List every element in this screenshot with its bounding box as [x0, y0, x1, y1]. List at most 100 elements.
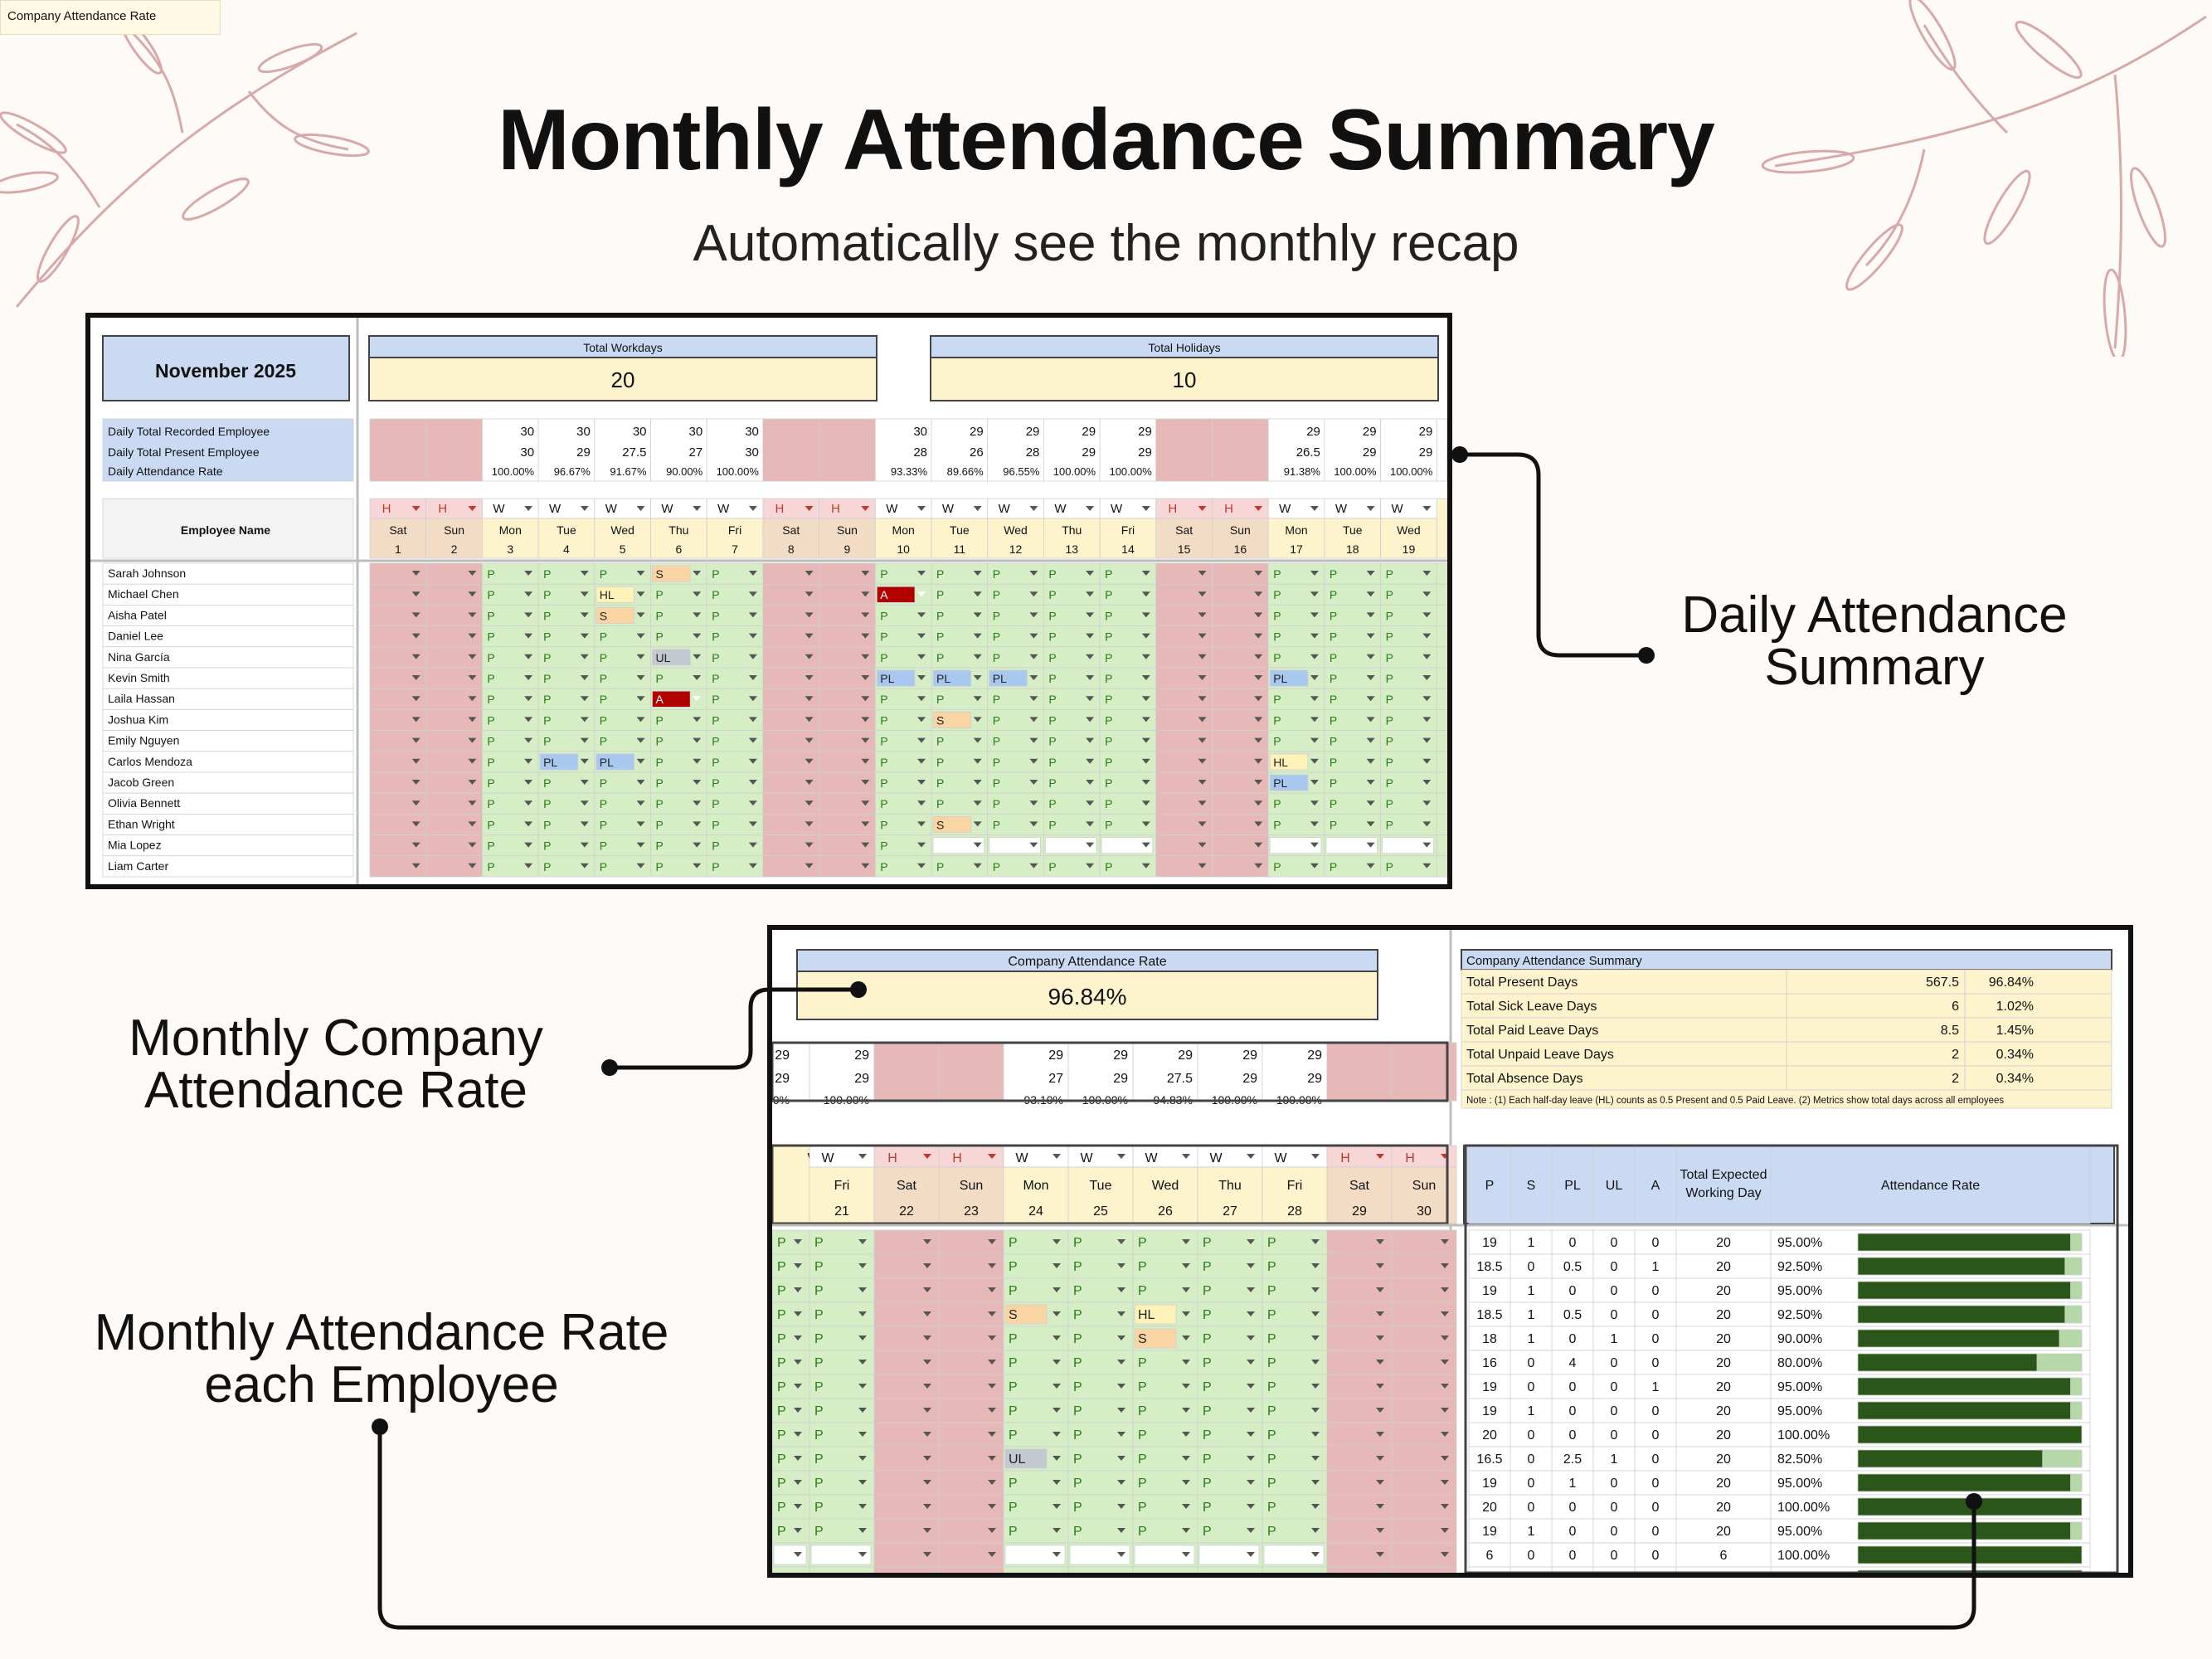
- attendance-status-chip[interactable]: [1269, 837, 1322, 854]
- attendance-cell-14-7[interactable]: [1197, 1566, 1263, 1573]
- attendance-cell-12-3[interactable]: [938, 1518, 1004, 1544]
- attendance-cell-3-0[interactable]: [772, 1301, 810, 1327]
- attendance-cell-11-3[interactable]: [938, 1494, 1004, 1520]
- attendance-cell-10-3[interactable]: [938, 1470, 1004, 1496]
- attendance-cell-3-10[interactable]: [1391, 1301, 1457, 1327]
- attendance-status-chip[interactable]: [989, 837, 1041, 854]
- attendance-cell-14-4[interactable]: [1003, 1566, 1069, 1573]
- attendance-cell-14-1[interactable]: [809, 1566, 875, 1573]
- attendance-cell-2-3[interactable]: [481, 604, 539, 626]
- attendance-cell-0-2[interactable]: [873, 1229, 940, 1255]
- attendance-cell-2-18[interactable]: [1324, 604, 1382, 626]
- attendance-status-chip[interactable]: [932, 711, 972, 728]
- attendance-cell-13-3[interactable]: [938, 1542, 1004, 1568]
- attendance-cell-0-10[interactable]: [1391, 1229, 1457, 1255]
- attendance-status-chip[interactable]: [1269, 774, 1309, 791]
- attendance-cell-8-2[interactable]: [425, 730, 483, 752]
- attendance-status-chip[interactable]: [1269, 753, 1309, 771]
- attendance-cell-4-0[interactable]: [772, 1326, 810, 1351]
- attendance-cell-14-9[interactable]: [1326, 1566, 1393, 1573]
- attendance-status-chip[interactable]: [1134, 1304, 1177, 1325]
- attendance-cell-6-0[interactable]: [772, 1374, 810, 1399]
- attendance-cell-8-10[interactable]: [1391, 1422, 1457, 1447]
- attendance-cell-14-6[interactable]: [1132, 1566, 1198, 1573]
- attendance-status-chip[interactable]: [932, 669, 972, 687]
- attendance-cell-8-9[interactable]: [1326, 1422, 1393, 1447]
- attendance-cell-13-9[interactable]: [1326, 1542, 1393, 1568]
- attendance-status-chip[interactable]: [773, 1545, 807, 1565]
- attendance-cell-12-14[interactable]: [1099, 814, 1157, 836]
- attendance-cell-14-10[interactable]: [1391, 1566, 1457, 1573]
- attendance-cell-12-19[interactable]: [1380, 814, 1437, 836]
- attendance-cell-10-10[interactable]: [1391, 1470, 1457, 1496]
- attendance-status-chip[interactable]: [1101, 837, 1154, 854]
- attendance-status-chip[interactable]: [1325, 837, 1378, 854]
- attendance-status-chip[interactable]: [1382, 837, 1434, 854]
- attendance-cell-8-2[interactable]: [873, 1422, 940, 1447]
- attendance-cell-9-2[interactable]: [873, 1446, 940, 1472]
- attendance-cell-11-9[interactable]: [1326, 1494, 1393, 1520]
- attendance-status-chip[interactable]: [596, 753, 634, 771]
- attendance-status-chip[interactable]: [932, 816, 972, 834]
- attendance-cell-9-10[interactable]: [1391, 1446, 1457, 1472]
- attendance-cell-5-2[interactable]: [873, 1350, 940, 1375]
- attendance-cell-2-3[interactable]: [938, 1277, 1004, 1303]
- attendance-cell-4-10[interactable]: [1391, 1326, 1457, 1351]
- attendance-cell-2-0[interactable]: [772, 1277, 810, 1303]
- attendance-cell-11-10[interactable]: [1391, 1494, 1457, 1520]
- attendance-cell-14-5[interactable]: [1067, 1566, 1134, 1573]
- attendance-status-chip[interactable]: [932, 837, 985, 854]
- attendance-status-chip[interactable]: [652, 565, 691, 582]
- attendance-status-chip[interactable]: [876, 669, 916, 687]
- attendance-cell-1-3[interactable]: [938, 1253, 1004, 1279]
- attendance-cell-5-0[interactable]: [772, 1350, 810, 1375]
- attendance-cell-12-9[interactable]: [1326, 1518, 1393, 1544]
- attendance-status-chip[interactable]: [1269, 669, 1309, 687]
- attendance-cell-4-3[interactable]: [938, 1326, 1004, 1351]
- attendance-cell-10-2[interactable]: [873, 1470, 940, 1496]
- attendance-status-chip[interactable]: [1004, 1304, 1048, 1325]
- attendance-cell-6-9[interactable]: [1326, 1374, 1393, 1399]
- attendance-cell-7-2[interactable]: [873, 1398, 940, 1423]
- attendance-cell-4-2[interactable]: [873, 1326, 940, 1351]
- attendance-status-chip[interactable]: [1045, 837, 1097, 854]
- attendance-cell-12-10[interactable]: [1391, 1518, 1457, 1544]
- sheet-tab-label[interactable]: Company Attendance Rate: [0, 0, 221, 35]
- attendance-cell-14-2[interactable]: [873, 1566, 940, 1573]
- attendance-cell-3-9[interactable]: [1326, 1301, 1393, 1327]
- attendance-cell-12-2[interactable]: [873, 1518, 940, 1544]
- attendance-status-chip[interactable]: [652, 690, 691, 708]
- attendance-status-chip[interactable]: [989, 669, 1028, 687]
- attendance-status-chip[interactable]: [652, 649, 691, 666]
- attendance-cell-5-9[interactable]: [1326, 1350, 1393, 1375]
- attendance-status-chip[interactable]: [596, 586, 634, 603]
- attendance-cell-13-10[interactable]: [1391, 1542, 1457, 1568]
- attendance-cell-0-0[interactable]: [772, 1229, 810, 1255]
- attendance-cell-3-3[interactable]: [938, 1301, 1004, 1327]
- attendance-cell-8-3[interactable]: [938, 1422, 1004, 1447]
- attendance-cell-14-8[interactable]: [1262, 1566, 1328, 1573]
- attendance-cell-3-2[interactable]: [873, 1301, 940, 1327]
- attendance-cell-5-18[interactable]: [1324, 667, 1382, 689]
- attendance-cell-11-14[interactable]: [1099, 792, 1157, 815]
- attendance-cell-9-3[interactable]: [938, 1446, 1004, 1472]
- attendance-cell-5-10[interactable]: [1391, 1350, 1457, 1375]
- attendance-cell-14-3[interactable]: [938, 1566, 1004, 1573]
- attendance-cell-11-2[interactable]: [873, 1494, 940, 1520]
- attendance-cell-4-9[interactable]: [1326, 1326, 1393, 1351]
- attendance-cell-7-10[interactable]: [1391, 1398, 1457, 1423]
- attendance-cell-5-3[interactable]: [938, 1350, 1004, 1375]
- attendance-cell-7-3[interactable]: [938, 1398, 1004, 1423]
- attendance-cell-0-9[interactable]: [1326, 1229, 1393, 1255]
- attendance-status-chip[interactable]: [596, 606, 634, 624]
- attendance-cell-7-9[interactable]: [1326, 1398, 1393, 1423]
- attendance-status-chip[interactable]: [876, 586, 916, 603]
- attendance-cell-0-3[interactable]: [938, 1229, 1004, 1255]
- attendance-cell-4-4[interactable]: [1003, 1326, 1069, 1351]
- attendance-status-chip[interactable]: [1134, 1328, 1177, 1349]
- attendance-cell-6-2[interactable]: [873, 1374, 940, 1399]
- attendance-cell-2-10[interactable]: [1391, 1277, 1457, 1303]
- attendance-cell-10-9[interactable]: [1326, 1470, 1393, 1496]
- attendance-cell-13-2[interactable]: [873, 1542, 940, 1568]
- attendance-status-chip[interactable]: [539, 753, 579, 771]
